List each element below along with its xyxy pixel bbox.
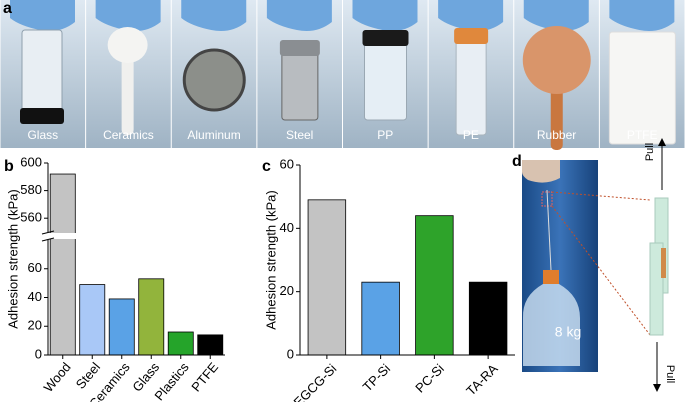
- y-axis-label: Adhesion strength (kPa): [5, 189, 20, 328]
- glove: [609, 0, 675, 31]
- sample: [107, 27, 148, 63]
- photo-tile: PTFE: [599, 0, 685, 148]
- sample: [522, 26, 591, 94]
- photo-tile: Glass: [0, 0, 86, 148]
- glove: [438, 0, 504, 31]
- panel-letter: d: [512, 153, 522, 170]
- y-tick-label: 20: [28, 318, 42, 333]
- bar: [197, 334, 224, 356]
- photo-label: PE: [463, 128, 479, 142]
- x-tick-label: PTFE: [188, 359, 221, 394]
- y-tick-label: 40: [280, 220, 294, 235]
- glove: [523, 0, 589, 31]
- bar: [307, 199, 347, 356]
- photo-tile: Rubber: [514, 0, 599, 150]
- sample: [281, 49, 319, 121]
- panel-letter: c: [262, 158, 271, 175]
- y-tick-label: 600: [20, 154, 42, 169]
- bar: [138, 278, 165, 356]
- bar: [361, 281, 400, 356]
- plate: [649, 242, 664, 336]
- y-tick-label: 60: [280, 156, 294, 171]
- y-tick-label: 20: [280, 283, 294, 298]
- photo-label: Ceramics: [103, 128, 154, 142]
- photo-label: Glass: [27, 128, 58, 142]
- photo-tile: Ceramics: [86, 0, 171, 148]
- sample-cap: [279, 40, 320, 56]
- photo-label: Aluminum: [187, 128, 240, 142]
- bar: [49, 173, 76, 356]
- pull-label: Pull: [664, 365, 676, 383]
- bar: [79, 284, 106, 356]
- sample: [455, 39, 487, 136]
- glove: [181, 0, 247, 31]
- panel-letter: b: [4, 158, 14, 175]
- bottle: [522, 284, 580, 366]
- arrow-head: [653, 384, 661, 392]
- axis-break-mark: [41, 230, 55, 235]
- sample: [21, 29, 63, 121]
- glove: [95, 0, 161, 31]
- bottle-cap: [543, 270, 559, 284]
- axis-break-mark: [41, 237, 55, 242]
- sample: [364, 39, 407, 121]
- load-label: 8 kg: [555, 324, 581, 340]
- glove: [10, 0, 75, 31]
- photo-tile: PP: [343, 0, 428, 148]
- photo-tile: Aluminum: [171, 0, 257, 148]
- zoom-line: [551, 191, 651, 201]
- sample-cap: [454, 28, 489, 44]
- y-tick-label: 0: [287, 346, 294, 361]
- bar: [108, 298, 135, 356]
- axis-break-gap: [42, 233, 82, 239]
- zoom-line: [551, 205, 651, 336]
- panel-letter: a: [3, 0, 12, 17]
- x-tick-label: EGCG-Si: [291, 361, 340, 402]
- sample-cap: [20, 108, 64, 124]
- sample-stem: [121, 45, 134, 135]
- glove: [266, 0, 332, 31]
- string: [546, 189, 552, 271]
- sample: [608, 31, 676, 145]
- y-tick-label: 560: [20, 210, 42, 225]
- bar: [167, 331, 194, 356]
- hand: [522, 160, 560, 183]
- sample-cap: [362, 30, 409, 46]
- glove: [352, 0, 418, 31]
- photo-label: Steel: [286, 128, 313, 142]
- y-tick-label: 60: [28, 260, 42, 275]
- photo-label: PTFE: [627, 128, 658, 142]
- arrow-head: [658, 138, 666, 146]
- photo-label: PP: [377, 128, 393, 142]
- y-tick-label: 40: [28, 289, 42, 304]
- photo-tile: Steel: [257, 0, 342, 148]
- x-tick-label: TA-RA: [463, 361, 501, 399]
- sample: [182, 48, 246, 112]
- photo-tile: PE: [428, 0, 514, 148]
- photo-label: Rubber: [537, 128, 576, 142]
- x-tick-label: Wood: [41, 359, 74, 394]
- adhesive: [661, 248, 666, 278]
- pull-label: Pull: [644, 143, 656, 161]
- y-tick-label: 580: [20, 182, 42, 197]
- x-tick-label: TP-Si: [360, 361, 394, 395]
- y-tick-label: 0: [35, 346, 42, 361]
- y-axis-label: Adhesion strength (kPa): [263, 190, 278, 329]
- bar: [468, 281, 508, 356]
- x-tick-label: PC-Si: [412, 361, 447, 396]
- bar: [415, 215, 454, 356]
